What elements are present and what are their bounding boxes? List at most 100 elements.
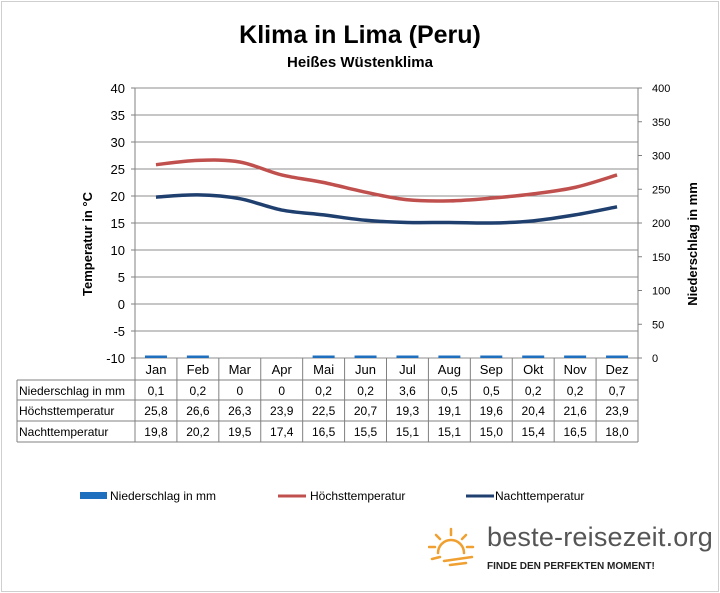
x-tick-label: Jan: [145, 362, 166, 377]
y-axis-left-label: Temperatur in °C: [80, 191, 95, 296]
table-row-label: Nachttemperatur: [19, 425, 108, 439]
table-cell: 19,1: [438, 404, 462, 418]
x-tick-label: Feb: [187, 362, 209, 377]
chart-title: Klima in Lima (Peru): [239, 21, 481, 49]
table-cell: 0,2: [357, 384, 374, 398]
table-cell: 0,5: [441, 384, 458, 398]
table-cell: 20,7: [354, 404, 378, 418]
table-cell: 15,0: [480, 425, 504, 439]
table-cell: 26,3: [228, 404, 252, 418]
precipitation-bar: [396, 355, 419, 358]
table-cell: 22,5: [312, 404, 336, 418]
table-cell: 0,2: [190, 384, 207, 398]
table-cell: 0,5: [483, 384, 500, 398]
table-cell: 16,5: [563, 425, 587, 439]
night-temperature-line: [155, 193, 618, 225]
precipitation-bar: [354, 355, 377, 358]
high-temperature-line: [155, 158, 618, 203]
y-right-tick-label: 300: [652, 151, 670, 163]
y-right-tick-label: 0: [652, 353, 658, 365]
precipitation-bar: [480, 355, 503, 358]
table-cell: 0,2: [315, 384, 332, 398]
x-tick-label: Dez: [605, 362, 628, 377]
axes: 4035302520151050-5-104003503002502001501…: [106, 81, 670, 366]
y-right-tick-label: 50: [652, 319, 664, 331]
y-left-tick-label: 10: [111, 243, 125, 258]
table-cell: 19,8: [144, 425, 168, 439]
y-right-tick-label: 350: [652, 117, 670, 129]
table-cell: 15,5: [354, 425, 378, 439]
table-cell: 15,1: [438, 425, 462, 439]
precipitation-bar: [312, 355, 335, 358]
data-table: Jan Feb Mar Apr Mai Jun Jul Aug Sep Okt Nov Dez Nied…: [16, 358, 639, 443]
x-tick-label: Okt: [523, 362, 544, 377]
precipitation-bars: [144, 355, 629, 358]
legend-swatch-precipitation: [80, 492, 107, 499]
x-tick-label: Sep: [480, 362, 503, 377]
y-axis-right-label: Niederschlag in mm: [685, 182, 700, 306]
table-cell: 0: [278, 384, 285, 398]
y-right-tick-label: 400: [652, 83, 670, 95]
table-cell: 23,9: [605, 404, 629, 418]
table-cell: 26,6: [186, 404, 210, 418]
table-cell: 3,6: [399, 384, 416, 398]
y-left-tick-label: -10: [106, 351, 125, 366]
table-cell: 20,2: [186, 425, 210, 439]
climate-chart: 4035302520151050-5-104003503002502001501…: [16, 81, 700, 443]
precipitation-bar: [606, 355, 629, 358]
table-cell: 19,6: [480, 404, 504, 418]
brand-slogan: FINDE DEN PERFEKTEN MOMENT!: [487, 561, 655, 572]
brand-name[interactable]: beste-reisezeit.org: [487, 522, 713, 552]
y-left-tick-label: 20: [111, 189, 125, 204]
x-tick-label: Apr: [272, 362, 293, 377]
table-row-label: Niederschlag in mm: [19, 384, 125, 398]
table-cell: 0: [236, 384, 243, 398]
x-tick-label: Nov: [564, 362, 588, 377]
y-left-tick-label: 0: [118, 297, 125, 312]
table-cell: 17,4: [270, 425, 294, 439]
table-cell: 15,1: [396, 425, 420, 439]
table-cell: 23,9: [270, 404, 294, 418]
table-row-label: Höchsttemperatur: [19, 404, 114, 418]
y-left-tick-label: 30: [111, 135, 125, 150]
x-tick-label: Jul: [399, 362, 416, 377]
x-tick-label: Aug: [438, 362, 461, 377]
y-left-tick-label: -5: [113, 324, 125, 339]
precipitation-bar: [564, 355, 587, 358]
table-cell: 25,8: [144, 404, 168, 418]
legend-label-precipitation: Niederschlag in mm: [110, 489, 217, 503]
legend-label-high-temp: Höchsttemperatur: [310, 489, 406, 503]
x-tick-label: Jun: [355, 362, 376, 377]
table-cell: 0,1: [148, 384, 165, 398]
precipitation-bar: [144, 355, 167, 358]
y-left-tick-label: 25: [111, 162, 125, 177]
y-left-tick-label: 35: [111, 108, 125, 123]
table-cell: 0,7: [609, 384, 626, 398]
table-cell: 15,4: [522, 425, 546, 439]
table-cell: 19,3: [396, 404, 420, 418]
x-tick-label: Mar: [229, 362, 252, 377]
x-tick-label: Mai: [313, 362, 334, 377]
table-cell: 20,4: [522, 404, 546, 418]
table-cell: 0,2: [567, 384, 584, 398]
y-left-tick-label: 5: [118, 270, 125, 285]
y-left-tick-label: 15: [111, 216, 125, 231]
table-cell: 16,5: [312, 425, 336, 439]
precipitation-bar: [438, 355, 461, 358]
y-right-tick-label: 150: [652, 252, 670, 264]
y-right-tick-label: 200: [652, 218, 670, 230]
y-right-tick-label: 250: [652, 184, 670, 196]
sun-logo-icon: [428, 527, 475, 567]
chart-subtitle: Heißes Wüstenklima: [287, 54, 433, 71]
table-cell: 0,2: [525, 384, 542, 398]
table-cell: 21,6: [563, 404, 587, 418]
y-right-tick-label: 100: [652, 286, 670, 298]
precipitation-bar: [186, 355, 209, 358]
table-cell: 19,5: [228, 425, 252, 439]
precipitation-bar: [522, 355, 545, 358]
temperature-lines: [155, 158, 618, 225]
y-left-tick-label: 40: [111, 81, 125, 96]
table-cell: 18,0: [605, 425, 629, 439]
legend-label-night-temp: Nachttemperatur: [495, 489, 585, 503]
